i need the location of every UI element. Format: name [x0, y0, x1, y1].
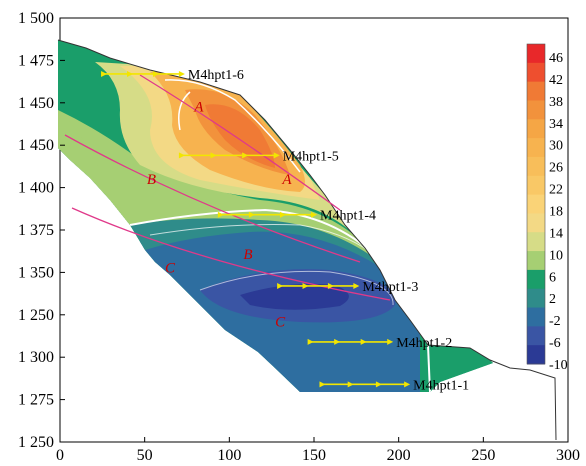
x-axis: 0 50 100 150 200 250 300: [56, 437, 580, 464]
survey-line-label: M4hpt1-5: [283, 149, 339, 164]
survey-line-label: M4hpt1-6: [188, 68, 244, 83]
survey-marker: [334, 338, 341, 345]
y-tick-label: 1 300: [18, 349, 54, 366]
colorbar-frame: [526, 43, 546, 365]
y-tick-label: 1 400: [18, 180, 54, 197]
colorbar-label: 30: [549, 139, 563, 154]
colorbar-label: 2: [549, 292, 556, 307]
survey-line-label: M4hpt1-3: [362, 280, 418, 295]
colorbar-segment: [527, 119, 545, 139]
colorbar-label: -10: [549, 358, 568, 373]
colorbar-label: 46: [549, 51, 563, 66]
survey-marker: [178, 70, 185, 77]
colorbar-segment: [527, 62, 545, 83]
colorbar-label: 42: [549, 73, 563, 88]
survey-marker: [347, 381, 354, 388]
survey-marker: [319, 381, 326, 388]
slope-outline: [57, 39, 557, 441]
survey-marker: [404, 381, 411, 388]
survey-marker: [307, 338, 314, 345]
colorbar-segment: [527, 307, 545, 327]
colorbar-segment: [527, 44, 545, 64]
colorbar-label: -2: [549, 314, 561, 329]
x-tick-label: 200: [387, 447, 411, 464]
colorbar-segment: [527, 194, 545, 214]
colorbar-label: 38: [549, 95, 563, 110]
section-label: A: [193, 99, 204, 115]
x-tick-label: 300: [556, 447, 580, 464]
survey-marker: [101, 70, 108, 77]
colorbar-label: 6: [549, 270, 556, 285]
survey-marker: [178, 152, 185, 159]
survey-marker: [360, 338, 367, 345]
section-label: C: [275, 315, 286, 331]
y-tick-label: 1 450: [18, 137, 54, 154]
survey-marker: [353, 282, 360, 289]
survey-marker: [327, 282, 334, 289]
survey-line-label: M4hpt1-4: [320, 209, 376, 224]
survey-marker: [242, 152, 249, 159]
colorbar-label: 10: [549, 248, 563, 263]
x-tick-label: 250: [471, 447, 495, 464]
y-tick-label: 1 450: [18, 95, 54, 112]
colorbar-label: 14: [549, 226, 563, 241]
survey-marker: [126, 70, 133, 77]
y-tick-label: 1 375: [18, 222, 54, 239]
colorbar-segment: [527, 138, 545, 158]
y-axis: 1 250 1 275 1 300 1 250 1 350 1 375 1 400 1 450…: [18, 10, 65, 451]
colorbar: 46 42 38 34 30 26 22 18 14 10 6 2 -2 -6 -10: [526, 43, 568, 373]
y-tick-label: 1 250: [18, 434, 54, 451]
survey-lines: M4hpt1-6 M4hpt1-5 M4hpt1-4 M4hpt1-3 M4hpt1-2…: [101, 68, 469, 393]
colorbar-segment: [527, 156, 545, 177]
x-tick-label: 50: [137, 447, 153, 464]
y-tick-label: 1 350: [18, 264, 54, 281]
colorbar-label: 22: [549, 183, 563, 198]
colorbar-label: 26: [549, 161, 563, 176]
colorbar-segment: [527, 288, 545, 309]
colorbar-label: 18: [549, 205, 563, 220]
survey-marker: [210, 152, 217, 159]
section-line-a: [139, 74, 341, 211]
survey-marker: [279, 211, 286, 218]
y-tick-label: 1 275: [18, 392, 54, 409]
colorbar-label: -6: [549, 336, 561, 351]
survey-marker: [248, 211, 255, 218]
section-label: B: [243, 247, 252, 263]
survey-line-label: M4hpt1-1: [413, 378, 469, 393]
survey-marker: [273, 152, 280, 159]
survey-marker: [387, 338, 394, 345]
section-labels: A A B B C C: [147, 99, 292, 330]
survey-marker: [375, 381, 382, 388]
survey-marker: [302, 282, 309, 289]
x-tick-label: 150: [302, 447, 326, 464]
survey-marker: [311, 211, 317, 218]
colorbar-segment: [527, 100, 545, 120]
colorbar-segment: [527, 326, 545, 346]
survey-marker: [277, 282, 284, 289]
colorbar-segment: [527, 213, 545, 233]
survey-marker: [217, 211, 224, 218]
section-line-c: [71, 207, 391, 301]
y-tick-label: 1 500: [18, 10, 54, 27]
y-tick-label: 1 250: [18, 307, 54, 324]
colorbar-segment: [527, 232, 545, 252]
colorbar-segment: [527, 269, 545, 290]
survey-line-label: M4hpt1-2: [396, 336, 452, 351]
colorbar-label: 34: [549, 117, 563, 132]
x-tick-label: 0: [56, 447, 64, 464]
y-tick-label: 1 475: [18, 52, 54, 69]
survey-marker: [152, 70, 159, 77]
x-tick-label: 100: [217, 447, 241, 464]
colorbar-segment: [527, 81, 545, 101]
colorbar-segment: [527, 251, 545, 271]
section-label: A: [281, 172, 292, 188]
section-label: B: [147, 172, 156, 188]
colorbar-segment: [527, 175, 545, 196]
section-line-b: [64, 134, 361, 263]
section-label: C: [165, 260, 176, 276]
colorbar-segment: [527, 345, 545, 365]
